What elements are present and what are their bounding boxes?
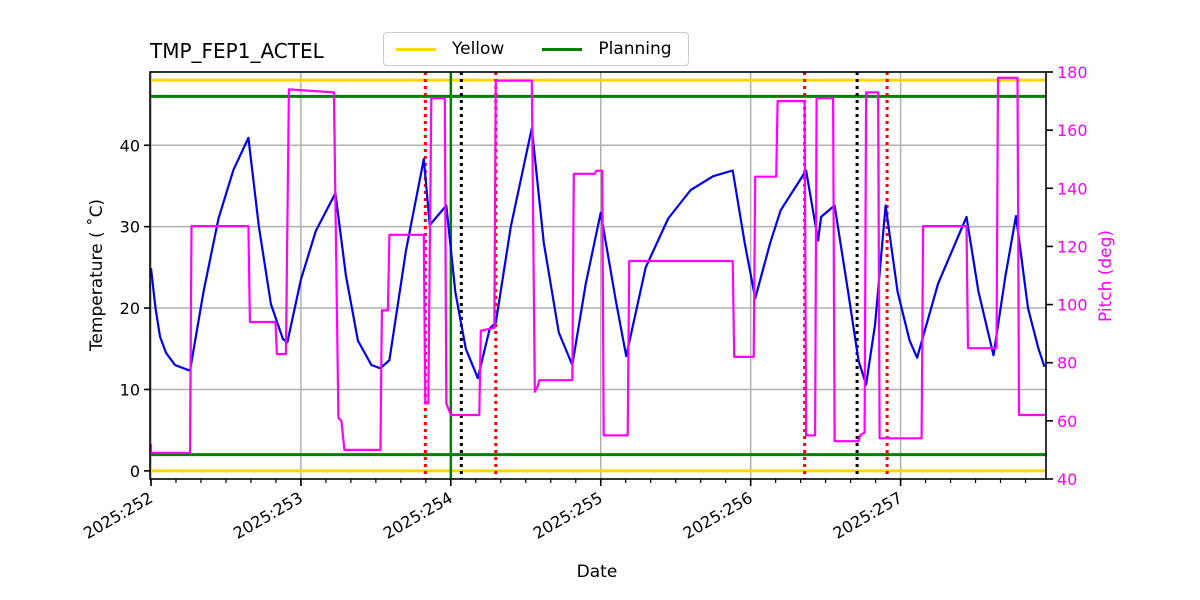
y-tick-label: 30	[120, 218, 140, 237]
data-series	[149, 76, 1046, 454]
y2-tick-label: 160	[1057, 121, 1088, 140]
y-axis-title: Temperature ( ˚C)	[86, 199, 107, 352]
y2-tick-label: 180	[1057, 63, 1088, 82]
x-tick-label: 2025:252	[80, 488, 156, 543]
x-axis-title: Date	[577, 562, 618, 582]
x-tick-label: 2025:253	[230, 488, 306, 543]
x-tick-label: 2025:257	[830, 488, 906, 543]
limit-lines	[151, 78, 1046, 473]
y2-tick-label: 60	[1057, 412, 1077, 431]
y-tick-label: 0	[130, 462, 140, 481]
y-axis-right: 40 60 80 100 120 140 160 180	[1046, 63, 1088, 489]
legend-swatch-planning-icon	[542, 47, 583, 51]
series-line-temperature	[149, 127, 1046, 386]
x-tick-label: 2025:255	[530, 488, 606, 543]
y2-tick-label: 140	[1057, 179, 1088, 198]
legend-swatch-yellow-icon	[396, 47, 436, 51]
y2-tick-label: 120	[1057, 237, 1088, 256]
legend: Yellow Planning	[383, 32, 689, 66]
y2-tick-label: 40	[1057, 470, 1077, 489]
legend-item-planning: Planning	[542, 39, 672, 59]
legend-label: Planning	[598, 39, 672, 59]
legend-label: Yellow	[452, 39, 505, 59]
chart-title: TMP_FEP1_ACTEL	[149, 39, 325, 63]
legend-item-yellow: Yellow	[396, 39, 504, 59]
x-tick-label: 2025:254	[380, 488, 456, 543]
x-axis: 2025:252 2025:253 2025:254 2025:255 2025:256…	[80, 479, 1027, 543]
plot-frame	[149, 71, 1047, 480]
x-tick-label: 2025:256	[680, 488, 756, 543]
y-tick-label: 10	[120, 380, 140, 399]
grid-lines	[150, 72, 1046, 479]
y2-tick-label: 100	[1057, 296, 1088, 315]
y2-tick-label: 80	[1057, 354, 1077, 373]
series-line-pitch	[149, 76, 1046, 454]
y-tick-label: 40	[120, 136, 140, 155]
y-tick-label: 20	[120, 299, 140, 318]
y-axis-left: 0 10 20 30 40	[120, 136, 151, 481]
y2-axis-title: Pitch (deg)	[1096, 230, 1116, 322]
